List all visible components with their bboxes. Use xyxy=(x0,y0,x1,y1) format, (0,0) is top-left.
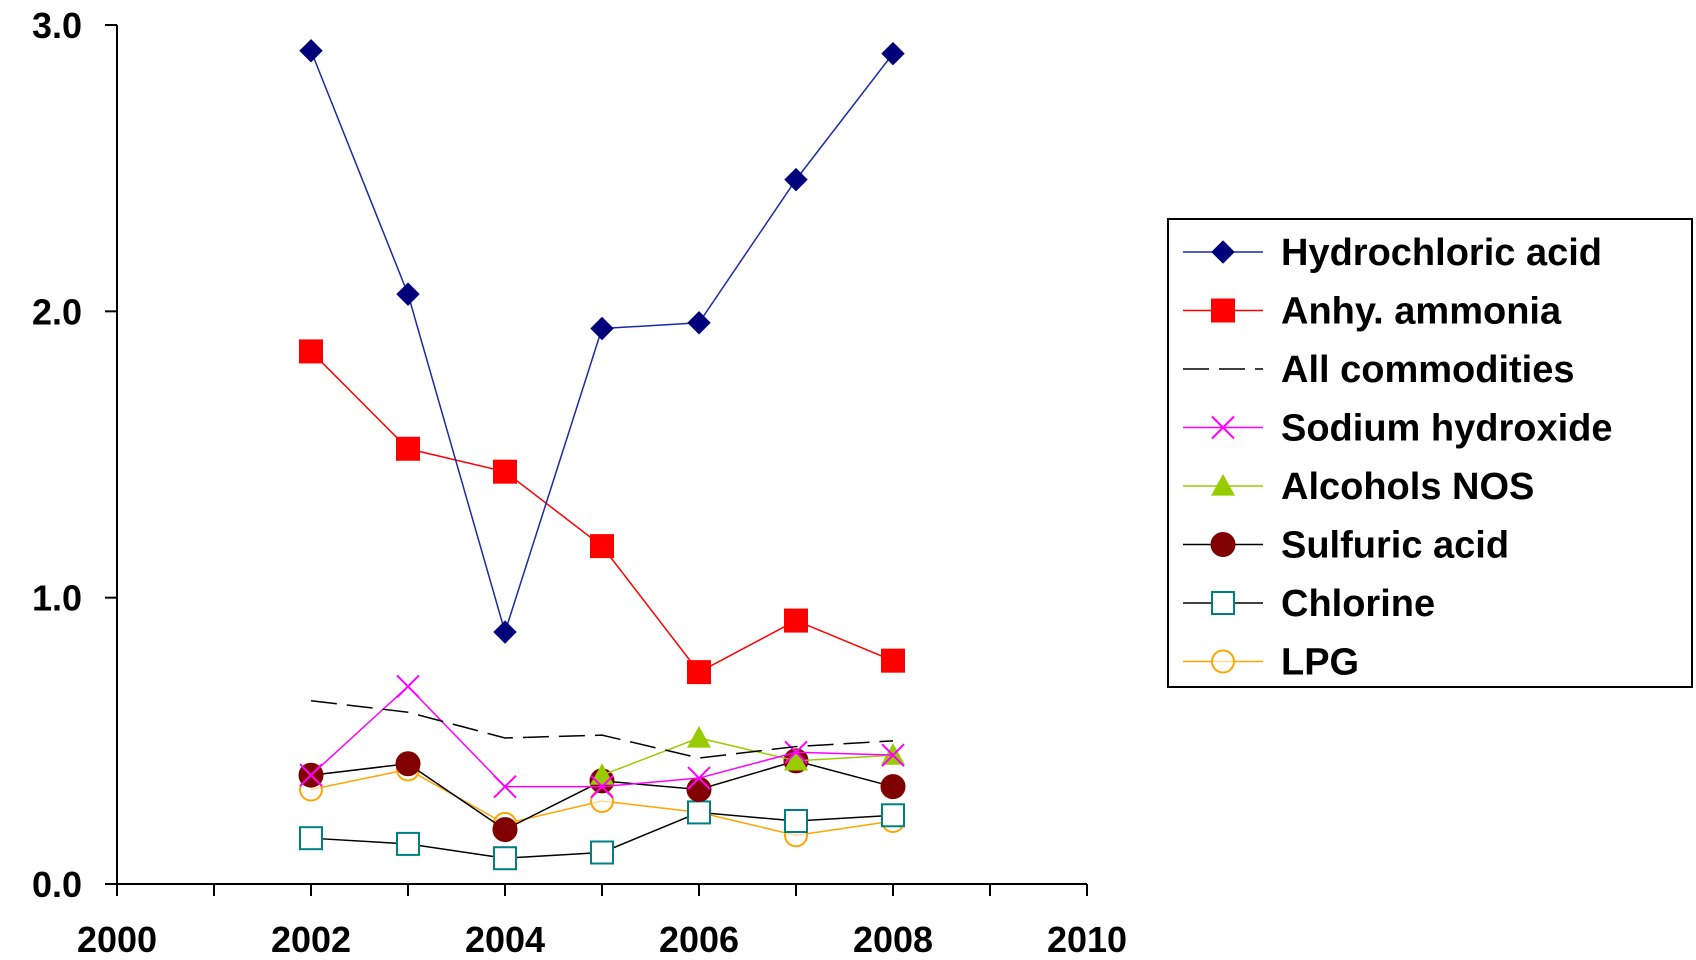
x-stroke xyxy=(881,743,905,767)
data-point xyxy=(687,311,711,335)
legend-marker xyxy=(1211,240,1235,264)
data-point xyxy=(395,751,421,777)
data-point xyxy=(299,339,323,364)
series-all-commodities xyxy=(310,700,894,759)
data-point xyxy=(493,459,517,484)
data-point xyxy=(686,777,712,803)
data-point xyxy=(687,800,711,825)
legend-marker xyxy=(1210,532,1236,557)
data-point xyxy=(784,809,808,834)
series-hydrochloric-acid xyxy=(299,39,905,644)
data-point xyxy=(784,748,808,771)
data-point xyxy=(493,774,517,799)
series-sodium-hydroxide xyxy=(299,674,905,799)
y-tick-label: 1.0 xyxy=(32,578,82,619)
legend-box xyxy=(1167,218,1693,688)
series-line xyxy=(310,700,894,759)
data-point xyxy=(784,608,808,633)
data-point xyxy=(590,774,614,799)
data-point xyxy=(687,660,711,685)
y-tick-label: 3.0 xyxy=(32,5,82,46)
data-point xyxy=(493,620,517,644)
legend-item-alcohols-nos: Alcohols NOS xyxy=(1183,466,1534,508)
x-tick-label: 2010 xyxy=(1047,919,1127,960)
series-line xyxy=(601,737,894,776)
data-point xyxy=(590,316,614,341)
data-point xyxy=(299,763,323,787)
data-point xyxy=(880,774,906,800)
x-tick-label: 2000 xyxy=(77,919,157,960)
y-tick-label: 2.0 xyxy=(32,291,82,332)
data-point xyxy=(687,766,711,790)
data-point xyxy=(881,648,905,673)
legend-marker xyxy=(1211,591,1235,615)
data-point xyxy=(881,803,905,828)
legend-item-sulfuric-acid: Sulfuric acid xyxy=(1183,525,1509,567)
legend-marker xyxy=(1211,415,1235,440)
data-point xyxy=(687,725,711,748)
data-point xyxy=(492,817,518,843)
series-layer xyxy=(298,39,906,871)
data-point xyxy=(881,41,905,66)
x-stroke xyxy=(299,763,323,787)
legend-label: LPG xyxy=(1281,642,1359,684)
data-point xyxy=(590,840,614,865)
data-point xyxy=(881,743,905,767)
x-tick-label: 2004 xyxy=(465,919,545,960)
legend-label: Alcohols NOS xyxy=(1281,466,1534,508)
legend-item-sodium-hydroxide: Sodium hydroxide xyxy=(1183,408,1612,450)
x-stroke xyxy=(1211,415,1235,440)
x-stroke xyxy=(590,774,614,799)
legend-marker xyxy=(1211,649,1235,674)
data-point xyxy=(396,831,420,856)
series-anhy-ammonia xyxy=(299,339,905,685)
data-point xyxy=(784,740,808,764)
axes xyxy=(105,24,1088,896)
legend-label: Anhy. ammonia xyxy=(1281,291,1562,333)
legend-marker xyxy=(1211,474,1235,496)
legend-label: Sodium hydroxide xyxy=(1281,408,1612,450)
legend-label: Sulfuric acid xyxy=(1281,525,1509,567)
data-point xyxy=(590,534,614,559)
legend-label: Chlorine xyxy=(1281,583,1435,625)
x-tick-label: 2008 xyxy=(853,919,933,960)
x-stroke xyxy=(687,766,711,790)
data-point xyxy=(784,167,808,192)
data-point xyxy=(396,674,420,699)
legend-item-all-commodities: All commodities xyxy=(1183,349,1575,391)
legend-label: All commodities xyxy=(1281,349,1575,391)
data-point xyxy=(396,436,420,461)
x-stroke xyxy=(784,740,808,764)
x-stroke xyxy=(396,674,420,699)
legend: Hydrochloric acid Anhy. ammonia All commod… xyxy=(1167,218,1693,688)
tick-labels: 2000 2002 2004 2006 2008 2010 0.0 1.0 2.0 3.0 xyxy=(32,5,1127,960)
y-tick-label: 0.0 xyxy=(32,864,82,905)
series-chlorine xyxy=(299,800,905,871)
data-point xyxy=(299,826,323,851)
data-point xyxy=(493,846,517,871)
x-stroke xyxy=(493,774,517,799)
legend-item-chlorine: Chlorine xyxy=(1183,583,1435,625)
data-point xyxy=(299,39,323,63)
legend-item-anhy-ammonia: Anhy. ammonia xyxy=(1183,291,1562,333)
legend-item-lpg: LPG xyxy=(1183,642,1359,684)
x-tick-label: 2006 xyxy=(659,919,739,960)
legend-item-hydrochloric-acid: Hydrochloric acid xyxy=(1183,232,1602,274)
legend-marker xyxy=(1211,298,1235,323)
x-tick-label: 2002 xyxy=(271,919,351,960)
data-point xyxy=(396,282,420,306)
legend-label: Hydrochloric acid xyxy=(1281,232,1602,274)
